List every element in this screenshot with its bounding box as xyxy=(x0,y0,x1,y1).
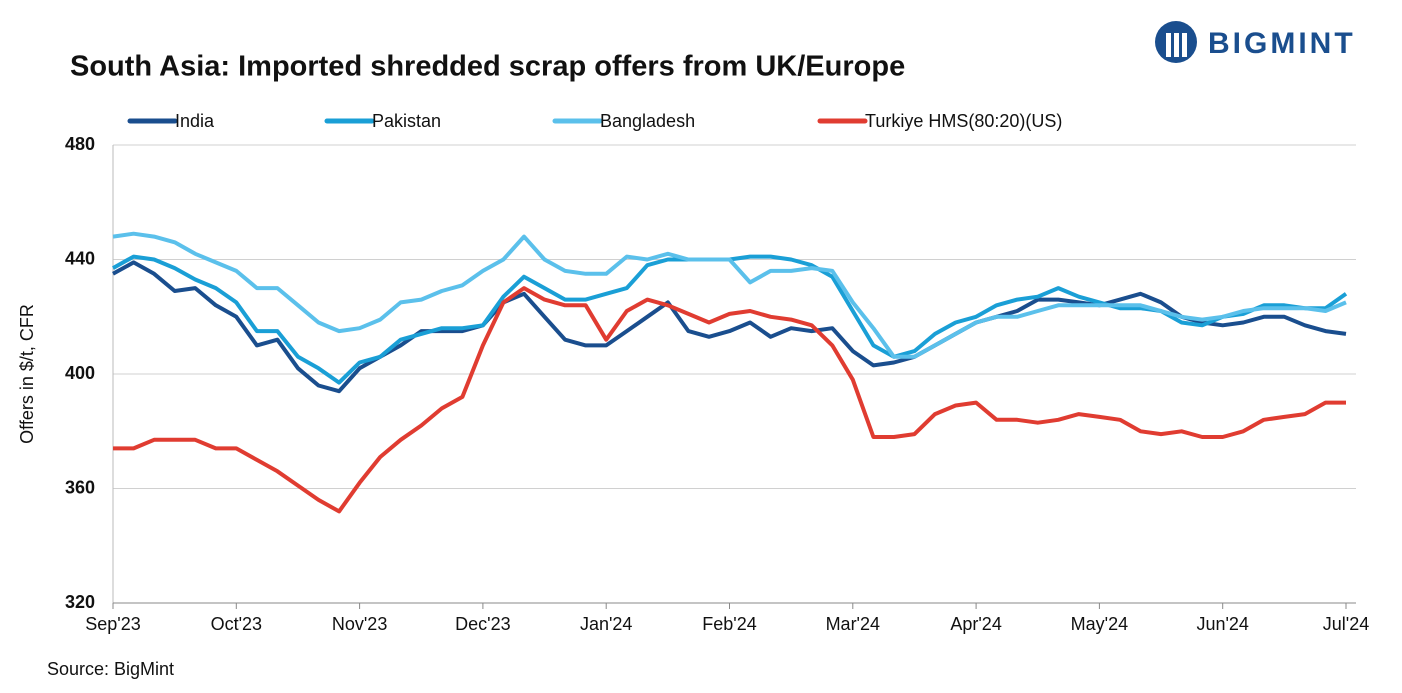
legend-label: Pakistan xyxy=(372,111,441,131)
series-line xyxy=(113,286,1346,514)
x-tick-label: Jun'24 xyxy=(1196,614,1248,634)
logo-text: BIGMINT xyxy=(1208,27,1356,60)
x-tick-label: May'24 xyxy=(1071,614,1128,634)
x-tick-label: Mar'24 xyxy=(826,614,880,634)
x-tick-label: Feb'24 xyxy=(702,614,756,634)
chart-title: South Asia: Imported shredded scrap offe… xyxy=(70,51,905,83)
legend-label: Turkiye HMS(80:20)(US) xyxy=(865,111,1062,131)
legend-label: Bangladesh xyxy=(600,111,695,131)
y-tick-label: 360 xyxy=(65,477,95,497)
y-tick-label: 480 xyxy=(65,134,95,154)
source: Source: BigMint xyxy=(47,659,174,679)
x-tick-label: Jul'24 xyxy=(1323,614,1369,634)
series-line xyxy=(112,254,1348,385)
y-tick-label: 400 xyxy=(65,363,95,383)
logo-icon xyxy=(1155,21,1197,63)
x-tick-label: Oct'23 xyxy=(211,614,262,634)
x-tick-label: Jan'24 xyxy=(580,614,632,634)
y-tick-label: 320 xyxy=(65,592,95,612)
series-line xyxy=(112,231,1347,359)
x-tick-label: Nov'23 xyxy=(332,614,387,634)
y-tick-label: 440 xyxy=(65,248,95,268)
series-line xyxy=(112,260,1347,394)
legend-label: India xyxy=(175,111,215,131)
x-tick-label: Sep'23 xyxy=(85,614,141,634)
y-axis-label: Offers in $/t, CFR xyxy=(17,304,37,444)
x-tick-label: Dec'23 xyxy=(455,614,510,634)
x-tick-label: Apr'24 xyxy=(950,614,1001,634)
